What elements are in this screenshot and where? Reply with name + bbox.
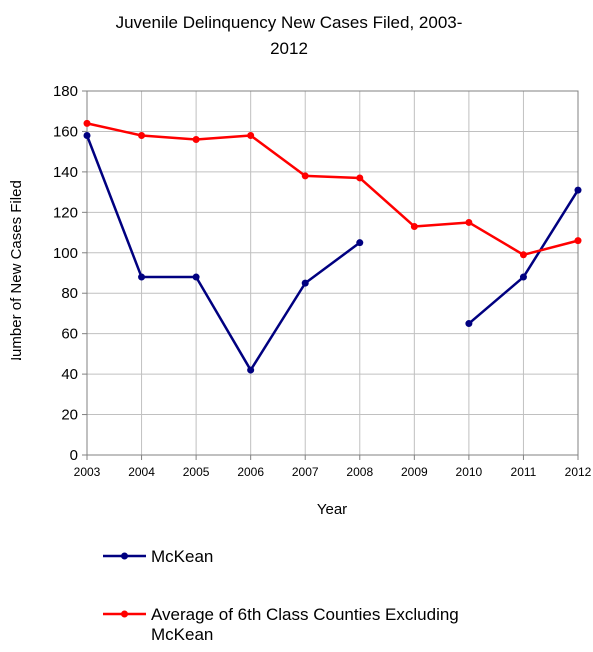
- x-tick-label: 2009: [401, 465, 428, 479]
- data-point: [83, 119, 91, 127]
- x-tick-label: 2012: [565, 465, 592, 479]
- x-tick-label: 2006: [237, 465, 264, 479]
- series-line: [86, 122, 579, 257]
- data-point: [465, 320, 473, 328]
- data-point: [356, 174, 364, 182]
- legend-item-mckean: McKean: [103, 547, 213, 566]
- data-point: [247, 366, 255, 374]
- chart-title-line-1: Juvenile Delinquency New Cases Filed, 20…: [116, 13, 463, 32]
- data-point: [83, 131, 91, 139]
- series-average: [83, 119, 582, 259]
- y-tick-label: 40: [61, 366, 78, 383]
- x-tick-label: 2008: [346, 465, 373, 479]
- data-point: [138, 131, 146, 139]
- data-point: [301, 279, 309, 287]
- legend-label-average-line-1: Average of 6th Class Counties Excluding: [151, 605, 459, 624]
- gridlines: [86, 90, 579, 456]
- legend-marker-average: [121, 610, 128, 618]
- y-tick-label: 180: [53, 83, 78, 100]
- data-point: [138, 273, 146, 281]
- x-tick-label: 2011: [511, 465, 537, 479]
- y-tick-label: 0: [70, 447, 78, 464]
- data-point: [519, 273, 527, 281]
- x-tick-label: 2004: [128, 465, 155, 479]
- data-point: [410, 222, 418, 230]
- data-point: [574, 237, 582, 245]
- y-tick-label: 100: [53, 245, 78, 262]
- legend-label-mckean: McKean: [151, 547, 213, 566]
- legend-marker-mckean: [121, 552, 128, 560]
- y-axis-ticks: 0 20 40 60 80 100 120 140 160 180: [53, 83, 87, 464]
- y-tick-label: 80: [61, 285, 78, 302]
- y-tick-label: 120: [53, 204, 78, 221]
- x-tick-label: 2005: [183, 465, 210, 479]
- legend-item-average: Average of 6th Class Counties Excluding …: [103, 605, 459, 644]
- data-point: [192, 273, 200, 281]
- x-axis-ticks: 2003 2004 2005 2006 2007 2008 2009 2010 2011 2012: [74, 455, 592, 479]
- series-line: [85, 135, 361, 372]
- data-point: [465, 218, 473, 226]
- legend-label-average-line-2: McKean: [151, 625, 213, 644]
- x-tick-label: 2010: [456, 465, 483, 479]
- data-point: [356, 239, 364, 247]
- legend: McKean Average of 6th Class Counties Exc…: [103, 547, 459, 644]
- y-tick-label: 160: [53, 123, 78, 140]
- y-axis-label: Number of New Cases Filed: [8, 180, 25, 368]
- plot-area: [86, 90, 579, 456]
- data-point: [574, 186, 582, 194]
- chart-title-line-2: 2012: [270, 39, 308, 58]
- x-axis-label: Year: [317, 501, 347, 518]
- data-point: [519, 251, 527, 259]
- x-tick-label: 2007: [292, 465, 319, 479]
- series-mckean: [83, 131, 582, 374]
- x-tick-label: 2003: [74, 465, 101, 479]
- data-point: [247, 131, 255, 139]
- series-layer: [83, 119, 582, 374]
- y-tick-label: 20: [61, 407, 78, 424]
- y-tick-label: 60: [61, 326, 78, 343]
- data-point: [301, 172, 309, 180]
- y-tick-label: 140: [53, 164, 78, 181]
- data-point: [192, 136, 200, 144]
